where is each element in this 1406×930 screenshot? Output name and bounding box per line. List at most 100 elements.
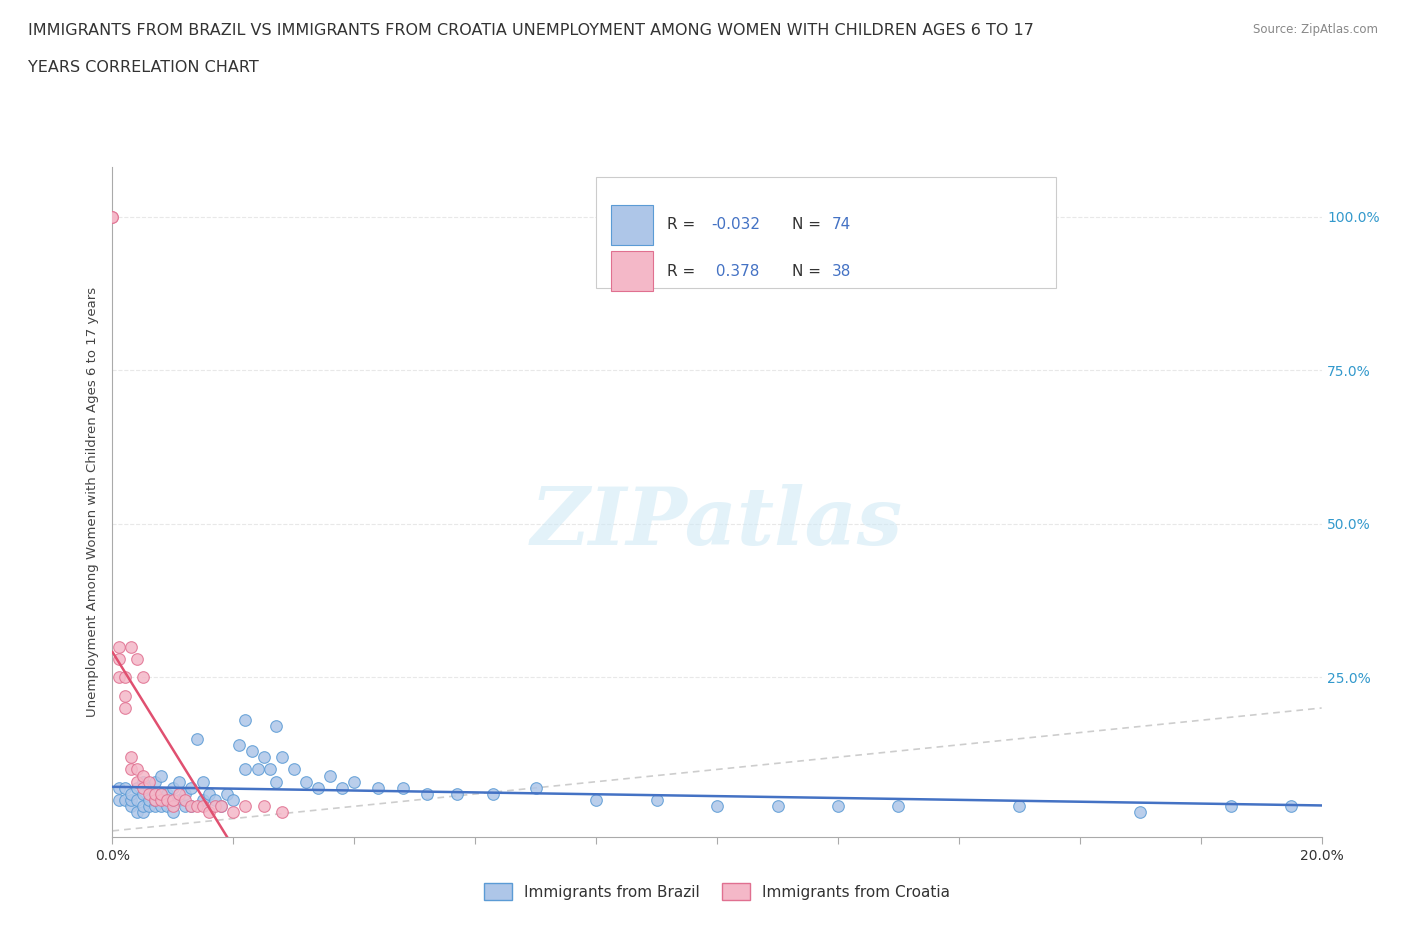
Bar [610,251,652,291]
Text: ZIPatlas: ZIPatlas [531,484,903,561]
Point [101,209,124,224]
Point [1279,799,1302,814]
Point [645,792,668,807]
Point [149,787,172,802]
Text: N =: N = [792,218,825,232]
Point [125,651,148,666]
Point [132,805,155,820]
Point [228,737,250,752]
Text: -0.032: -0.032 [711,218,761,232]
Point [191,799,214,814]
Point [270,805,292,820]
Point [107,639,129,654]
Point [138,792,160,807]
Point [319,768,342,783]
Point [1129,805,1152,820]
Point [120,750,142,764]
Point [222,792,245,807]
Point [180,799,202,814]
Point [138,799,160,814]
Point [107,792,129,807]
Point [167,775,190,790]
Point [114,780,136,795]
Point [132,787,155,802]
Point [235,762,257,777]
Point [217,787,239,802]
Point [125,805,148,820]
Point [120,639,142,654]
Point [174,792,197,807]
Point [270,750,292,764]
Point [120,792,142,807]
Point [191,792,214,807]
Point [156,787,179,802]
Point [114,670,136,684]
Point [174,799,197,814]
Point [259,762,281,777]
Point [367,780,389,795]
Point [132,670,155,684]
Point [446,787,468,802]
Point [307,780,329,795]
Point [827,799,849,814]
Point [132,768,155,783]
Point [132,775,155,790]
Point [114,688,136,703]
Point [198,787,221,802]
Point [186,799,208,814]
Point [391,780,413,795]
Point [120,762,142,777]
Point [209,799,232,814]
Bar [610,205,652,245]
Point [143,787,166,802]
Point [198,805,221,820]
Point [125,762,148,777]
Point [706,799,728,814]
Point [114,792,136,807]
Point [235,799,257,814]
Point [167,787,190,802]
Point [162,792,184,807]
Point [240,744,263,759]
Point [138,787,160,802]
Point [186,731,208,746]
Point [204,792,226,807]
Point [330,780,353,795]
Point [162,780,184,795]
Point [253,750,276,764]
Point [253,799,276,814]
Point [143,775,166,790]
Point [167,792,190,807]
Point [107,651,129,666]
Text: N =: N = [792,264,825,279]
Point [120,787,142,802]
Point [107,670,129,684]
Point [585,792,607,807]
Text: 0.378: 0.378 [711,264,759,279]
Point [125,775,148,790]
Point [1220,799,1243,814]
Point [162,799,184,814]
Point [143,792,166,807]
Point [143,792,166,807]
Point [149,799,172,814]
FancyBboxPatch shape [596,178,1056,288]
Text: IMMIGRANTS FROM BRAZIL VS IMMIGRANTS FROM CROATIA UNEMPLOYMENT AMONG WOMEN WITH : IMMIGRANTS FROM BRAZIL VS IMMIGRANTS FRO… [28,23,1033,38]
Point [416,787,439,802]
Text: R =: R = [668,218,700,232]
Point [222,805,245,820]
Text: R =: R = [668,264,700,279]
Y-axis label: Unemployment Among Women with Children Ages 6 to 17 years: Unemployment Among Women with Children A… [86,287,100,717]
Point [204,799,226,814]
Point [132,799,155,814]
Point [283,762,305,777]
Text: 38: 38 [832,264,851,279]
Point [264,719,287,734]
Point [156,792,179,807]
Text: YEARS CORRELATION CHART: YEARS CORRELATION CHART [28,60,259,75]
Point [191,775,214,790]
Point [101,209,124,224]
Point [156,799,179,814]
Point [149,787,172,802]
Point [120,799,142,814]
